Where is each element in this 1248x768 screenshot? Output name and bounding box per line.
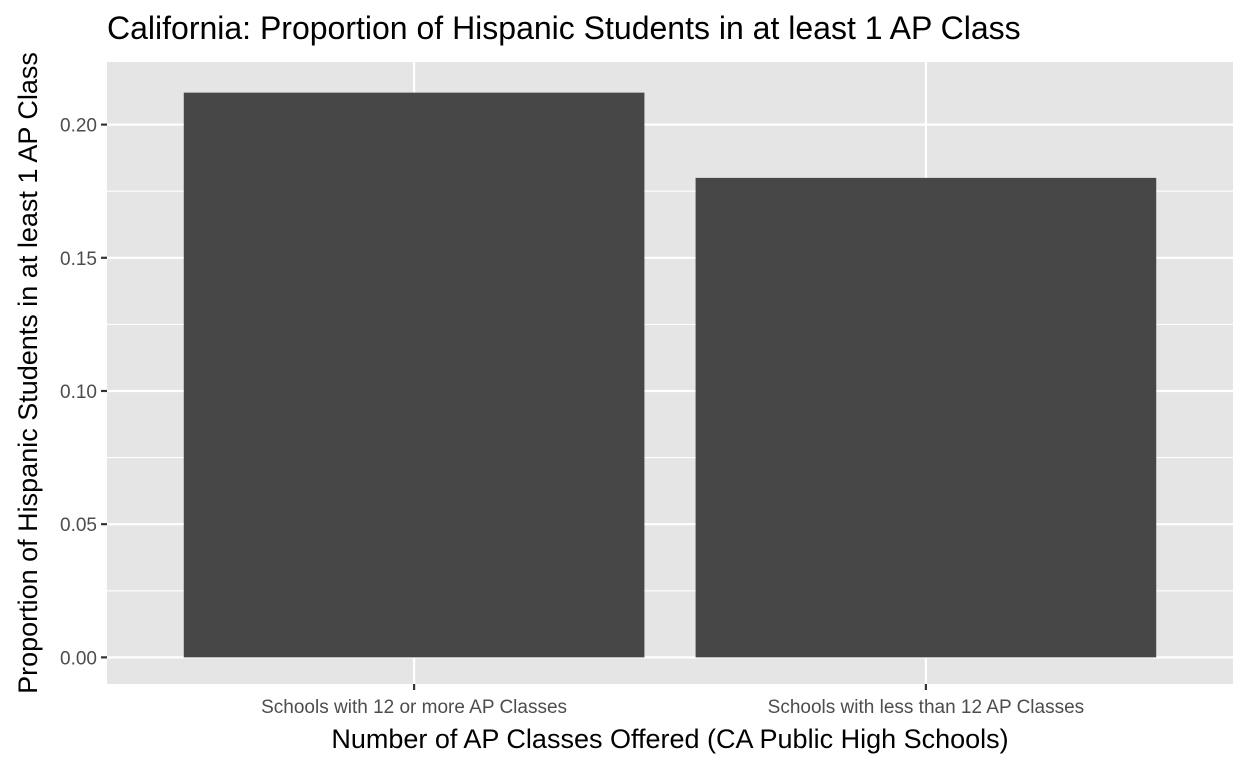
x-tick-label: Schools with less than 12 AP Classes	[768, 697, 1085, 718]
bar	[695, 177, 1157, 658]
y-tick-label: 0.20	[60, 116, 97, 137]
bars	[183, 92, 1157, 658]
y-axis-title: Proportion of Hispanic Students in at le…	[13, 52, 43, 694]
bar	[183, 92, 645, 658]
y-tick-label: 0.15	[60, 249, 97, 270]
y-tick-label: 0.05	[60, 515, 97, 536]
y-tick-label: 0.00	[60, 648, 97, 669]
x-axis-title: Number of AP Classes Offered (CA Public …	[331, 724, 1008, 754]
y-tick-label: 0.10	[60, 382, 97, 403]
x-tick-label: Schools with 12 or more AP Classes	[261, 697, 567, 718]
chart-title: California: Proportion of Hispanic Stude…	[107, 10, 1021, 46]
y-axis: 0.00 0.05 0.10 0.15 0.20	[60, 116, 107, 669]
x-axis: Schools with 12 or more AP Classes School…	[261, 684, 1084, 718]
